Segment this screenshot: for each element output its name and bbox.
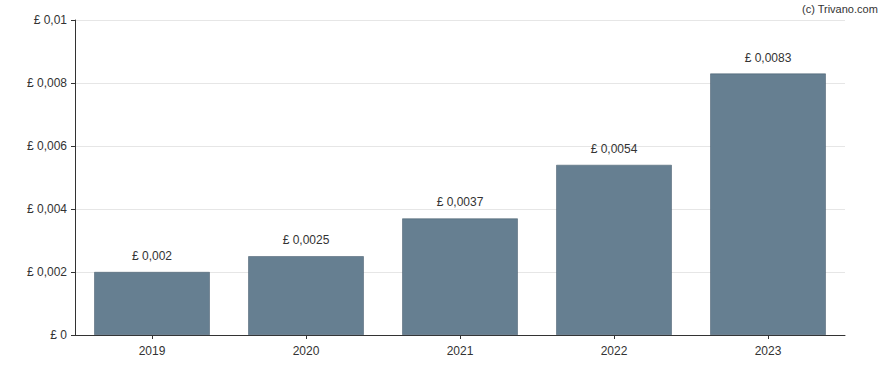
- svg-text:£ 0,002: £ 0,002: [27, 265, 67, 279]
- svg-text:£ 0,004: £ 0,004: [27, 202, 67, 216]
- svg-text:(c) Trivano.com: (c) Trivano.com: [802, 3, 878, 15]
- svg-text:£ 0,006: £ 0,006: [27, 139, 67, 153]
- svg-text:2019: 2019: [139, 344, 166, 358]
- svg-text:£ 0,002: £ 0,002: [132, 249, 172, 263]
- svg-text:£ 0,0037: £ 0,0037: [437, 195, 484, 209]
- svg-text:£ 0,0083: £ 0,0083: [745, 51, 792, 65]
- svg-text:£ 0,0054: £ 0,0054: [591, 142, 638, 156]
- svg-text:2022: 2022: [601, 344, 628, 358]
- svg-text:2020: 2020: [293, 344, 320, 358]
- svg-text:£ 0: £ 0: [50, 328, 67, 342]
- svg-text:2021: 2021: [447, 344, 474, 358]
- svg-text:£ 0,008: £ 0,008: [27, 76, 67, 90]
- svg-text:2023: 2023: [755, 344, 782, 358]
- svg-text:£ 0,01: £ 0,01: [34, 13, 68, 27]
- svg-text:£ 0,0025: £ 0,0025: [283, 233, 330, 247]
